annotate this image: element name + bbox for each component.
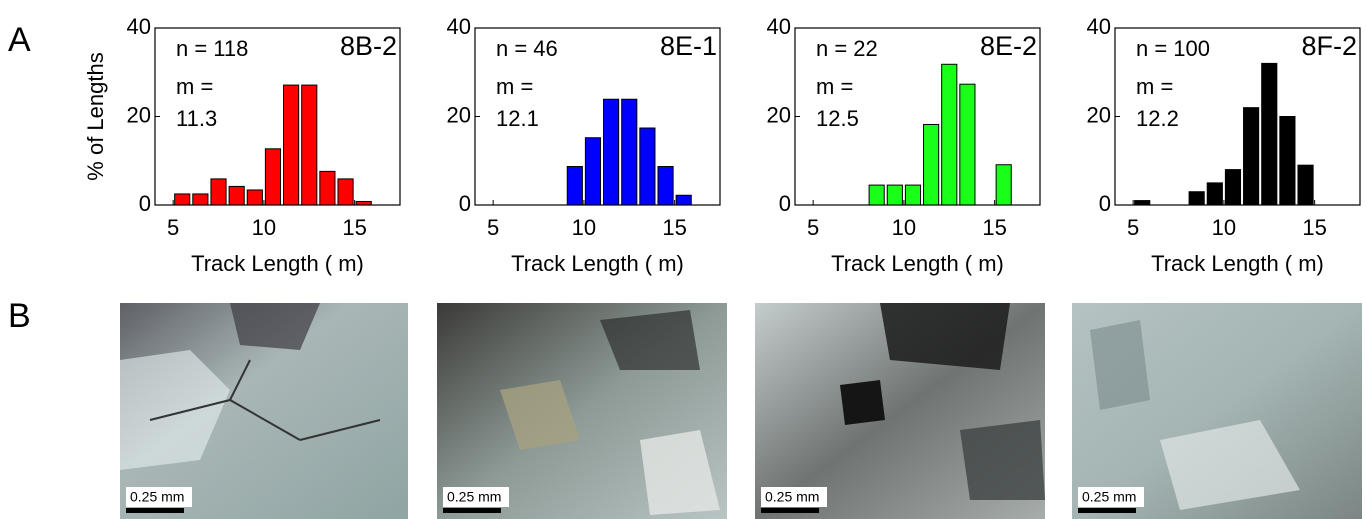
chart-title: 8E-1: [660, 31, 717, 61]
x-axis-label: Track Length ( m): [831, 251, 1004, 276]
x-tick-label: 15: [982, 215, 1006, 240]
x-tick-label: 10: [252, 215, 276, 240]
scale-bar: [761, 508, 819, 513]
bar: [1135, 201, 1150, 205]
bar: [1225, 170, 1240, 205]
annotation: 11.3: [176, 106, 217, 131]
bar: [1280, 117, 1295, 206]
bar: [247, 190, 262, 205]
x-tick-label: 5: [807, 215, 819, 240]
grain: [840, 380, 885, 425]
bar: [585, 138, 600, 205]
chart-title: 8E-2: [980, 31, 1037, 61]
bar: [193, 194, 208, 205]
annotation: m =: [1136, 74, 1173, 99]
annotation: m =: [176, 74, 213, 99]
y-tick-label: 40: [447, 14, 471, 39]
y-tick-label: 20: [1087, 102, 1111, 127]
bar: [338, 179, 353, 205]
y-tick-label: 20: [767, 102, 791, 127]
x-tick-label: 5: [487, 215, 499, 240]
bar: [960, 84, 975, 205]
y-tick-label: 0: [1099, 191, 1111, 216]
bar: [1189, 192, 1204, 205]
micrograph: [755, 303, 1045, 519]
x-axis-label: Track Length ( m): [191, 251, 364, 276]
y-tick-label: 20: [447, 102, 471, 127]
annotation: n = 46: [496, 36, 558, 61]
bar: [1262, 63, 1277, 205]
bar: [1244, 108, 1259, 205]
annotation: m =: [816, 74, 853, 99]
y-tick-label: 0: [779, 191, 791, 216]
annotation: n = 100: [1136, 36, 1210, 61]
bar: [1298, 165, 1313, 205]
bar: [658, 167, 673, 205]
bar: [284, 85, 299, 205]
x-tick-label: 10: [1212, 215, 1236, 240]
x-tick-label: 15: [1302, 215, 1326, 240]
scale-label: 0.25 mm: [1082, 489, 1136, 505]
micrograph: [1072, 303, 1362, 519]
annotation: n = 118: [176, 36, 248, 61]
annotation: n = 22: [816, 36, 878, 61]
grain: [960, 420, 1045, 500]
bar: [869, 185, 884, 205]
grain: [880, 303, 1010, 370]
bar: [265, 149, 280, 205]
scale-label: 0.25 mm: [130, 489, 184, 505]
bar: [640, 128, 655, 205]
scale-bar: [126, 508, 184, 513]
bar: [302, 85, 317, 205]
grain: [1090, 320, 1150, 410]
bar: [1207, 183, 1222, 205]
bar: [942, 64, 957, 205]
figure: A B 0 20 40 5 10 15 Track Length ( m) % of Leng…: [0, 0, 1366, 519]
y-axis-label: % of Lengths: [83, 52, 108, 180]
x-tick-label: 10: [572, 215, 596, 240]
x-axis-label: Track Length ( m): [1151, 251, 1324, 276]
bar: [676, 195, 691, 205]
bar: [320, 171, 335, 205]
bar: [211, 179, 226, 205]
scale-label: 0.25 mm: [447, 489, 501, 505]
bar: [175, 194, 190, 205]
panel-label: B: [8, 297, 31, 335]
x-tick-label: 5: [1127, 215, 1139, 240]
chart-title: 8B-2: [340, 31, 397, 61]
bar: [604, 99, 619, 205]
y-tick-label: 40: [127, 14, 151, 39]
y-tick-label: 0: [459, 191, 471, 216]
panel-label: A: [8, 21, 31, 59]
annotation: 12.1: [496, 106, 539, 131]
x-axis-label: Track Length ( m): [511, 251, 684, 276]
x-tick-label: 15: [662, 215, 686, 240]
y-tick-label: 0: [139, 191, 151, 216]
micrograph: [437, 303, 727, 519]
x-tick-label: 10: [892, 215, 916, 240]
x-tick-label: 15: [342, 215, 366, 240]
y-tick-label: 40: [1087, 14, 1111, 39]
bar: [996, 165, 1011, 205]
chart-title: 8F-2: [1301, 31, 1357, 61]
annotation: 12.2: [1136, 106, 1179, 131]
bar: [229, 186, 244, 205]
annotation: 12.5: [816, 106, 859, 131]
scale-bar: [443, 508, 501, 513]
y-tick-label: 40: [767, 14, 791, 39]
bar: [905, 185, 920, 205]
micrograph: [120, 303, 408, 519]
bar: [622, 99, 637, 205]
scale-bar: [1078, 508, 1136, 513]
x-tick-label: 5: [167, 215, 179, 240]
annotation: m =: [496, 74, 533, 99]
bar: [924, 124, 939, 205]
scale-label: 0.25 mm: [765, 489, 819, 505]
bar: [887, 185, 902, 205]
bar: [567, 167, 582, 205]
y-tick-label: 20: [127, 102, 151, 127]
